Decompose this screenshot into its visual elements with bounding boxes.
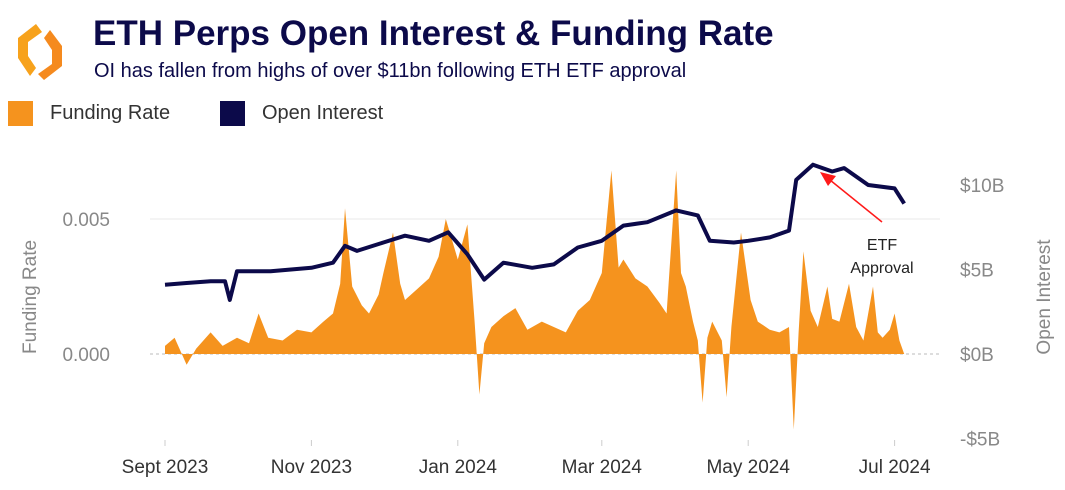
chart-title: ETH Perps Open Interest & Funding Rate xyxy=(93,14,774,53)
x-tick-label: Sept 2023 xyxy=(122,457,209,478)
x-tick-label: Jul 2024 xyxy=(859,457,931,478)
y-right-tick: $5B xyxy=(960,261,994,282)
annotation-arrow xyxy=(829,179,883,223)
y-right-tick: $0B xyxy=(960,345,994,366)
annotation-text-line1: ETF xyxy=(867,237,897,254)
y-left-label: Funding Rate xyxy=(20,240,41,354)
chart-subtitle: OI has fallen from highs of over $11bn f… xyxy=(94,60,687,82)
legend-funding-rate: Funding Rate xyxy=(8,101,170,126)
y-left-tick: 0.005 xyxy=(62,210,110,231)
legend-open-interest: Open Interest xyxy=(220,101,383,126)
x-tick-label: Mar 2024 xyxy=(562,457,643,478)
annotation-arrowhead xyxy=(820,172,836,186)
open-interest-line xyxy=(164,162,906,302)
y-left-tick: 0.000 xyxy=(62,345,110,366)
x-tick-label: Nov 2023 xyxy=(271,457,352,478)
logo xyxy=(18,24,62,80)
y-right-tick: -$5B xyxy=(960,430,1000,451)
annotation-text-line2: Approval xyxy=(850,260,913,277)
x-tick-label: May 2024 xyxy=(706,457,790,478)
y-right-label: Open Interest xyxy=(1034,239,1055,355)
x-tick-label: Jan 2024 xyxy=(419,457,498,478)
y-right-tick: $10B xyxy=(960,176,1004,197)
